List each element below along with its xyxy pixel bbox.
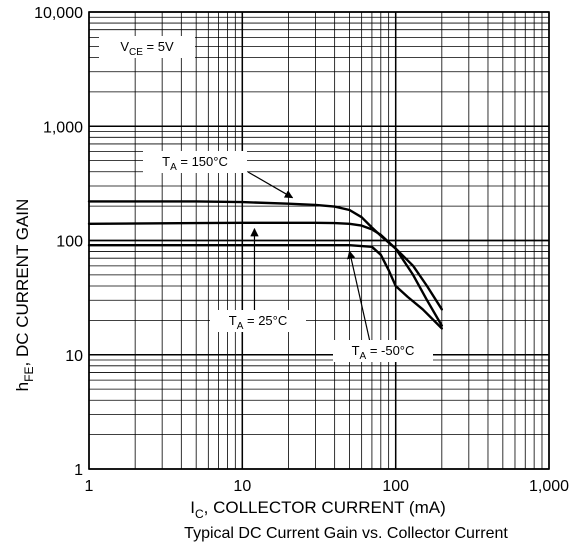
y-tick-label: 100 [56,234,83,251]
series-line-3 [87,243,443,330]
y-tick-label: 10 [65,348,83,365]
tick-labels: 1 10 100 1,000 1 10 100 1,000 10,000 [34,5,569,495]
series-label-minus50c-box [333,340,433,362]
x-tick-label: 1,000 [529,478,569,495]
arrow-minus50c [347,250,371,343]
arrow-150c [247,171,294,199]
y-tick-label: 1,000 [43,119,83,136]
series-line-2 [87,221,443,327]
series-label-150c: TA = 150°C [162,154,228,173]
plot-frame [88,11,550,470]
x-tick-label: 1 [85,478,94,495]
chart-title: Typical DC Current Gain vs. Collector Cu… [184,525,508,542]
gain-curves [87,200,443,330]
condition-label-box [99,36,195,58]
major-grid [88,11,550,470]
y-tick-label: 10,000 [34,5,83,22]
series-label-25c: TA = 25°C [229,313,288,332]
condition-label: VCE = 5V [120,39,174,58]
series-line-1 [87,200,443,311]
x-axis-label: IC, COLLECTOR CURRENT (mA) [190,498,446,521]
series-label-25c-box [210,310,306,332]
y-axis-label: hFE, DC CURRENT GAIN [13,199,36,392]
series-label-150c-box [143,151,247,173]
label-arrows [247,171,371,343]
x-tick-label: 100 [382,478,409,495]
series-label-minus50c: TA = -50°C [352,343,415,362]
x-tick-label: 10 [233,478,251,495]
y-tick-label: 1 [74,462,83,479]
annotations: VCE = 5V TA = 150°C TA = 25°C TA = -50°C [99,36,433,362]
